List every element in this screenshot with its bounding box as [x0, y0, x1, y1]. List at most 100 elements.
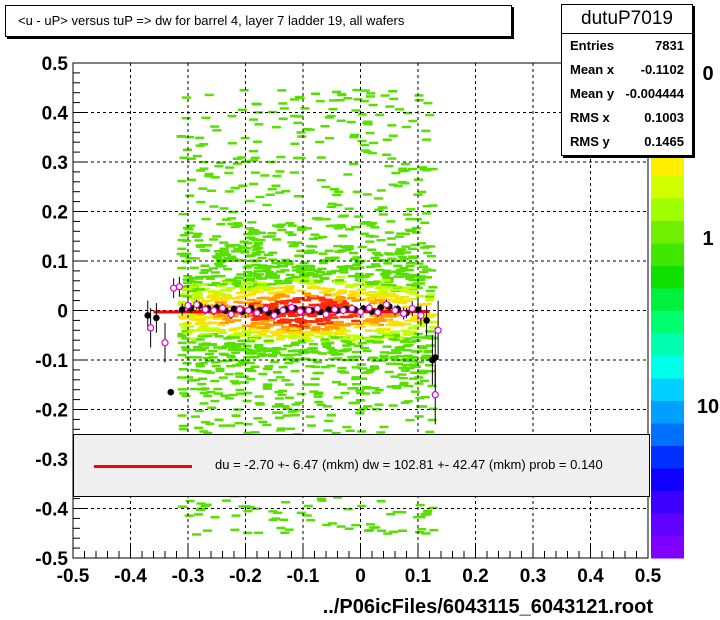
heatmap-cell [209, 238, 219, 241]
heatmap-cell [190, 415, 200, 418]
median-point [434, 326, 442, 334]
heatmap-cell [254, 286, 264, 289]
heatmap-cell [378, 213, 388, 216]
mean-point [414, 306, 422, 313]
heatmap-cell [304, 331, 314, 334]
heatmap-cell [376, 327, 386, 331]
heatmap-cell [234, 348, 244, 352]
heatmap-cell [349, 338, 359, 341]
heatmap-cell [408, 247, 418, 251]
heatmap-cell [197, 382, 207, 386]
heatmap-cell [195, 144, 205, 147]
heatmap-cell [274, 403, 284, 406]
heatmap-cell [243, 302, 253, 305]
heatmap-cell [234, 277, 244, 280]
heatmap-cell [211, 361, 221, 364]
heatmap-cell [369, 365, 379, 368]
heatmap-cell [302, 323, 312, 326]
heatmap-cell [284, 260, 294, 263]
heatmap-cell [428, 167, 438, 171]
heatmap-cell [211, 321, 220, 325]
heatmap-cell [322, 345, 332, 348]
heatmap-cell [254, 531, 263, 535]
heatmap-cell [380, 94, 390, 97]
heatmap-cell [392, 510, 402, 514]
heatmap-cell [337, 289, 347, 292]
heatmap-cell [371, 359, 381, 362]
heatmap-cell [200, 346, 210, 349]
heatmap-cell [230, 380, 240, 383]
heatmap-cell [397, 248, 407, 251]
heatmap-cell [412, 315, 421, 318]
heatmap-cell [403, 400, 413, 403]
stats-value: 0.1003 [644, 110, 684, 125]
palette-label: 0 [702, 63, 713, 85]
heatmap-cell [195, 244, 205, 247]
heatmap-cell [264, 265, 273, 268]
heatmap-cell [393, 184, 403, 188]
heatmap-cell [369, 301, 379, 305]
heatmap-cell [408, 330, 418, 334]
heatmap-cell [214, 164, 224, 168]
heatmap-cell [310, 377, 320, 381]
heatmap-cell [249, 337, 259, 341]
heatmap-cell [362, 349, 372, 353]
heatmap-cell [314, 335, 324, 338]
heatmap-cell [282, 414, 292, 417]
heatmap-cell [181, 394, 191, 398]
palette-segment [651, 153, 684, 176]
heatmap-cell [272, 411, 282, 414]
heatmap-cell [284, 528, 294, 531]
median-point [253, 309, 261, 317]
heatmap-cell [232, 319, 242, 322]
heatmap-cell [395, 250, 404, 253]
heatmap-cell [261, 267, 271, 270]
heatmap-cell [252, 349, 262, 353]
heatmap-cell [362, 319, 372, 323]
heatmap-cell [216, 274, 226, 278]
heatmap-cell [385, 323, 395, 327]
heatmap-cell [426, 293, 436, 296]
heatmap-cell [420, 315, 430, 318]
heatmap-cell [218, 347, 227, 350]
heatmap-cell [300, 281, 310, 285]
heatmap-cell [225, 364, 235, 368]
heatmap-cell [297, 135, 307, 138]
heatmap-cell [185, 224, 195, 227]
heatmap-cell [317, 267, 327, 271]
heatmap-cell [357, 139, 367, 143]
heatmap-cell [201, 116, 211, 120]
heatmap-cell [233, 221, 243, 225]
heatmap-cell [321, 185, 331, 189]
heatmap-cell [401, 245, 411, 248]
heatmap-cell [223, 337, 233, 340]
heatmap-cell [245, 227, 255, 230]
median-point [184, 301, 192, 310]
heatmap-cell [421, 354, 431, 358]
heatmap-cell [184, 231, 194, 235]
stats-label: Mean x [570, 62, 615, 77]
heatmap-cell [278, 102, 288, 105]
heatmap-cell [310, 233, 320, 236]
heatmap-cell [357, 113, 367, 116]
heatmap-cell [250, 318, 260, 321]
heatmap-cell [307, 347, 317, 350]
heatmap-cell [267, 347, 277, 350]
heatmap-cell [411, 350, 421, 353]
heatmap-cell [394, 235, 404, 238]
heatmap-cell [387, 351, 396, 355]
heatmap-cell [369, 335, 379, 338]
heatmap-cell [422, 336, 432, 339]
heatmap-cell [337, 92, 347, 96]
heatmap-cell [275, 191, 285, 194]
heatmap-cell [245, 199, 255, 203]
heatmap-cell [275, 290, 285, 294]
heatmap-cell [309, 313, 318, 316]
heatmap-cell [182, 295, 192, 298]
heatmap-cell [412, 218, 422, 221]
heatmap-cell [203, 328, 213, 331]
heatmap-cell [362, 322, 372, 325]
heatmap-cell [351, 523, 361, 527]
heatmap-cell [411, 231, 421, 234]
palette-segment [651, 310, 684, 334]
